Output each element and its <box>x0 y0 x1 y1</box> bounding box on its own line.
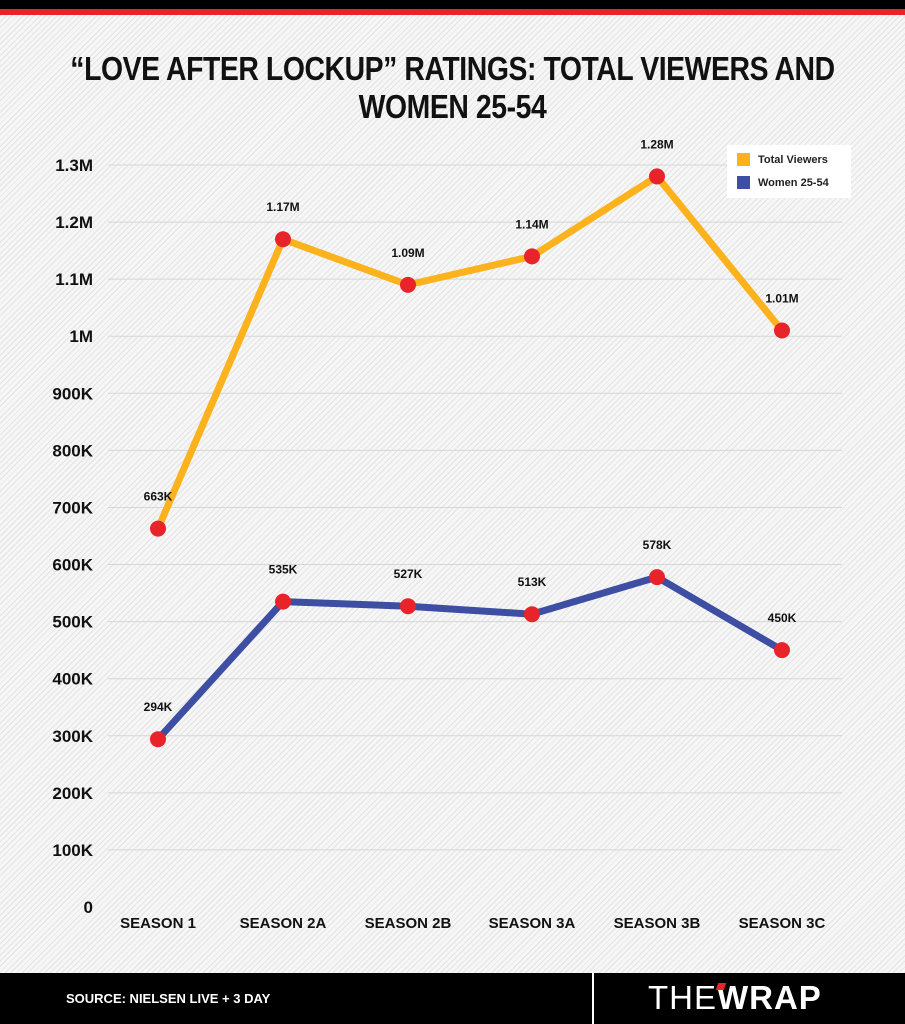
data-label: 1.28M <box>640 137 673 151</box>
x-tick-label: SEASON 3B <box>614 915 701 932</box>
data-label: 1.09M <box>391 246 424 260</box>
data-point <box>400 276 416 293</box>
data-label: 663K <box>144 490 173 504</box>
line-chart: 0 100K 200K 300K 400K 500K 600K 700K 800K 900K 1M 1… <box>52 137 842 932</box>
legend-swatch <box>737 153 750 166</box>
x-tick-label: SEASON 3C <box>739 915 826 932</box>
y-tick-label: 1M <box>69 327 93 346</box>
legend: Total Viewers Women 25-54 <box>727 145 851 198</box>
data-label: 450K <box>768 611 797 625</box>
data-point <box>524 248 540 265</box>
data-point <box>275 231 291 248</box>
source-note: SOURCE: NIELSEN LIVE + 3 DAY <box>66 991 271 1006</box>
x-tick-label: SEASON 2B <box>365 915 452 932</box>
y-tick-label: 800K <box>52 441 93 460</box>
x-tick-label: SEASON 3A <box>489 915 576 932</box>
y-tick-label: 200K <box>52 784 93 803</box>
legend-label: Total Viewers <box>758 153 828 166</box>
thewrap-logo: THEWRAP <box>648 979 822 1016</box>
data-label: 527K <box>394 567 423 581</box>
data-label: 535K <box>269 563 298 577</box>
data-label: 578K <box>643 538 672 552</box>
legend-swatch <box>737 176 750 189</box>
series-line-women-25-54 <box>155 573 784 742</box>
legend-item-women-25-54: Women 25-54 <box>737 176 829 189</box>
data-point <box>400 598 416 615</box>
chart-title: “LOVE AFTER LOCKUP” RATINGS: TOTAL VIEWE… <box>70 50 835 125</box>
y-tick-label: 600K <box>52 556 93 575</box>
legend-label: Women 25-54 <box>758 176 829 189</box>
y-tick-label: 1.1M <box>55 270 93 289</box>
y-tick-label: 700K <box>52 498 93 517</box>
y-tick-label: 0 <box>84 898 93 917</box>
data-point <box>774 642 790 659</box>
data-label: 294K <box>144 700 173 714</box>
data-label: 1.17M <box>266 200 299 214</box>
legend-item-total-viewers: Total Viewers <box>737 153 828 166</box>
data-point <box>774 322 790 339</box>
top-black-bar <box>0 0 905 9</box>
data-point <box>150 520 166 537</box>
y-tick-label: 1.2M <box>55 213 93 232</box>
data-point <box>150 731 166 748</box>
top-red-bar <box>0 9 905 15</box>
x-tick-label: SEASON 2A <box>240 915 327 932</box>
y-tick-label: 900K <box>52 384 93 403</box>
data-point <box>649 168 665 185</box>
footer: SOURCE: NIELSEN LIVE + 3 DAY THEWRAP <box>0 973 905 1024</box>
y-tick-label: 500K <box>52 613 93 632</box>
data-point <box>524 606 540 623</box>
footer-divider <box>592 973 594 1024</box>
data-label: 1.14M <box>515 217 548 231</box>
series-line-total-viewers <box>154 172 785 530</box>
data-label: 1.01M <box>765 292 798 306</box>
data-label: 513K <box>518 575 547 589</box>
y-tick-label: 300K <box>52 727 93 746</box>
data-point <box>275 593 291 610</box>
data-point <box>649 569 665 586</box>
y-tick-label: 1.3M <box>55 156 93 175</box>
y-tick-label: 400K <box>52 670 93 689</box>
y-tick-label: 100K <box>52 841 93 860</box>
x-tick-label: SEASON 1 <box>120 915 196 932</box>
